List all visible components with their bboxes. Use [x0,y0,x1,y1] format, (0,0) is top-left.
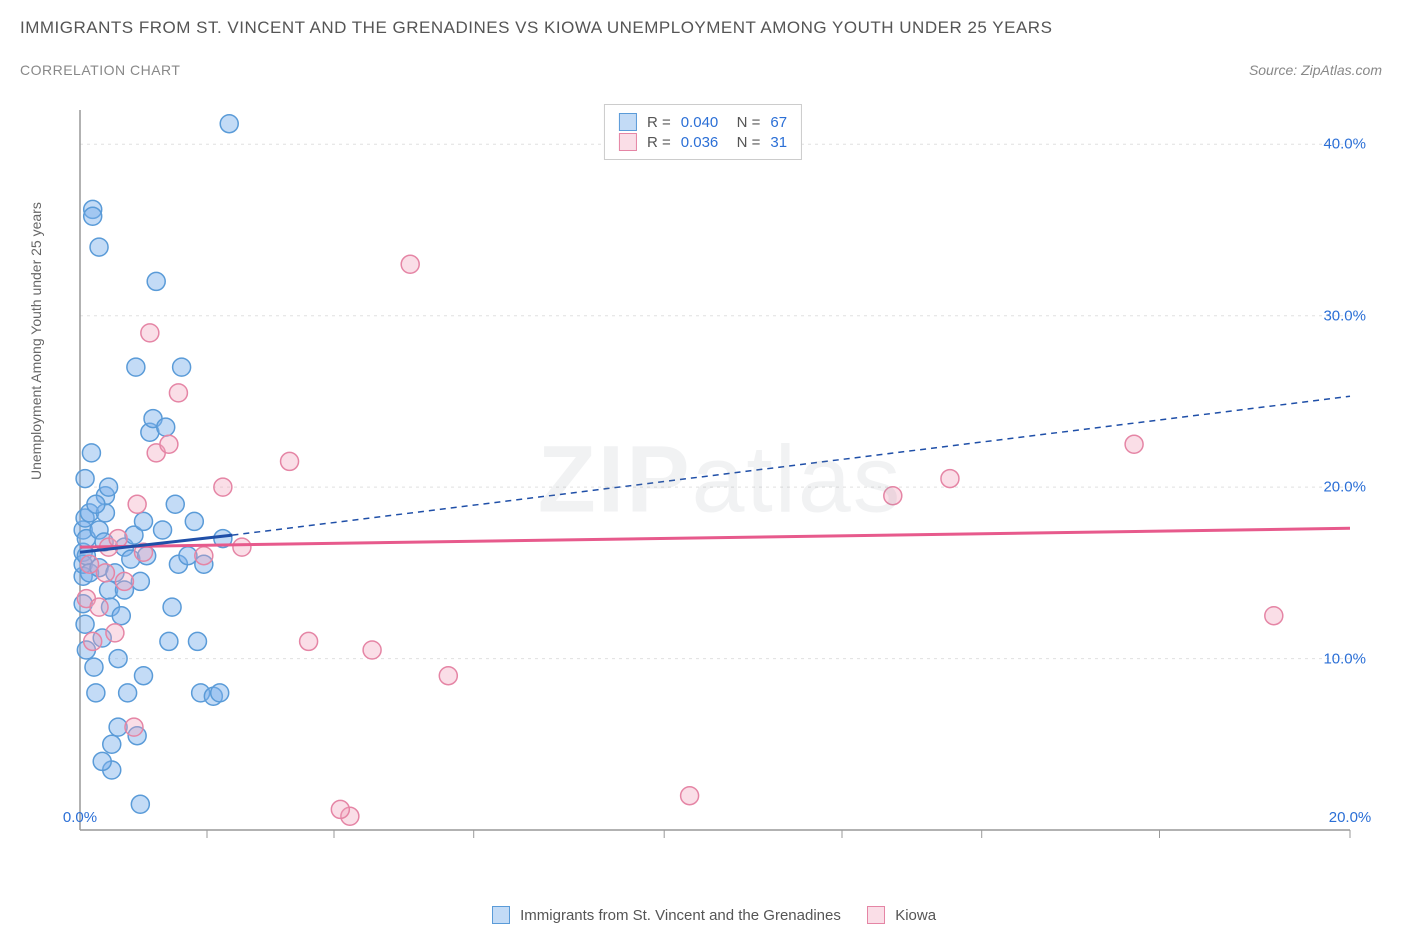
legend-bottom: Immigrants from St. Vincent and the Gren… [0,906,1406,924]
x-tick-label: 0.0% [63,809,97,826]
series-b-r-value: 0.036 [681,134,719,151]
series-a-swatch-icon [492,906,510,924]
legend-stats-row-b: R = 0.036 N = 31 [619,133,787,151]
series-b-swatch-icon [619,133,637,151]
legend-bottom-label-a: Immigrants from St. Vincent and the Gren… [520,907,841,924]
legend-r-label: R = [647,134,671,151]
series-b-n-value: 31 [770,134,787,151]
series-a-n-value: 67 [770,114,787,131]
y-axis-label: Unemployment Among Youth under 25 years [28,202,44,480]
source-attribution: Source: ZipAtlas.com [1249,62,1382,78]
chart-subtitle: CORRELATION CHART [20,62,180,78]
x-tick-label: 20.0% [1329,809,1372,826]
legend-stats-row-a: R = 0.040 N = 67 [619,113,787,131]
y-tick-label: 10.0% [1323,650,1366,667]
legend-r-label: R = [647,114,671,131]
legend-bottom-label-b: Kiowa [895,907,936,924]
legend-n-label: N = [728,134,760,151]
y-tick-label: 30.0% [1323,307,1366,324]
series-a-r-value: 0.040 [681,114,719,131]
y-tick-label: 40.0% [1323,136,1366,153]
y-tick-label: 20.0% [1323,479,1366,496]
chart-area: ZIPatlas 10.0%20.0%30.0%40.0%0.0%20.0% [60,100,1380,860]
series-a-swatch-icon [619,113,637,131]
legend-n-label: N = [728,114,760,131]
chart-title: IMMIGRANTS FROM ST. VINCENT AND THE GREN… [20,18,1052,38]
legend-stats: R = 0.040 N = 67 R = 0.036 N = 31 [604,104,802,160]
scatter-plot-svg [60,100,1380,860]
series-b-swatch-icon [867,906,885,924]
